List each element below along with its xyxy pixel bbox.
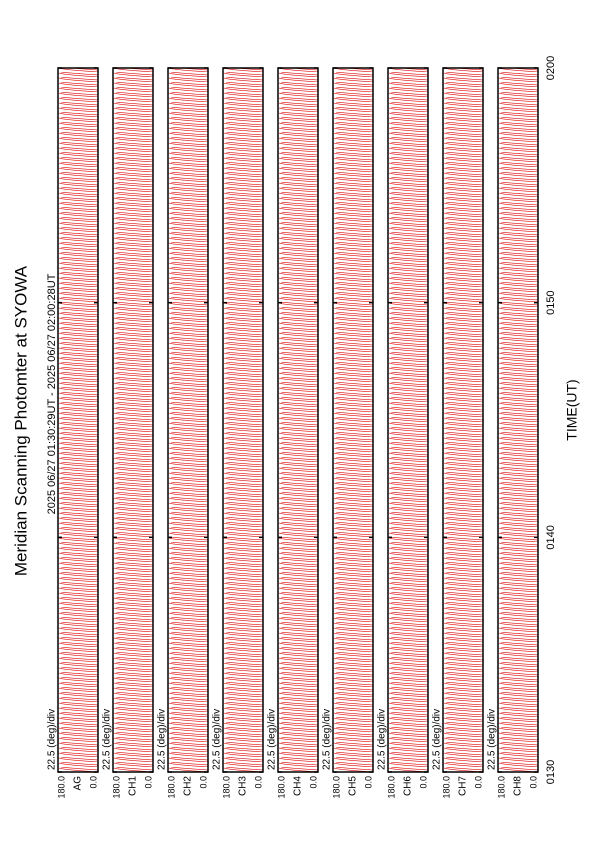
y-tick-label: 0.0: [198, 776, 208, 789]
panel-channel: CH7: [458, 776, 469, 796]
scan-traces: [333, 68, 373, 772]
panel-frame: [387, 67, 429, 773]
y-tick-label: 180.0: [111, 776, 121, 799]
panel-scale-label: 22.5 (deg)/div: [102, 709, 113, 770]
y-tick-label: 180.0: [56, 776, 66, 799]
y-tick-label: 180.0: [221, 776, 231, 799]
y-tick-label: 180.0: [276, 776, 286, 799]
panel-scale-label: 22.5 (deg)/div: [377, 709, 388, 770]
y-tick-label: 180.0: [331, 776, 341, 799]
panel-frame: [112, 67, 154, 773]
scan-traces: [168, 68, 208, 772]
panel-frame: [442, 67, 484, 773]
y-tick-label: 0.0: [253, 776, 263, 789]
panel-frame: [167, 67, 209, 773]
y-tick-label: 180.0: [441, 776, 451, 799]
panel-channel: CH3: [238, 776, 249, 796]
x-tick-label: 0140: [545, 525, 557, 549]
panel-frame: [222, 67, 264, 773]
scan-traces: [443, 68, 483, 772]
panel-channel: CH2: [183, 776, 194, 796]
y-tick-label: 180.0: [166, 776, 176, 799]
y-tick-label: 0.0: [528, 776, 538, 789]
panel-channel: CH8: [513, 776, 524, 796]
y-tick-label: 0.0: [143, 776, 153, 789]
chart-subtitle: 2025 06/27 01:30:29UT - 2025 06/27 02:00…: [46, 273, 58, 514]
rotated-plot: Meridian Scanning Photomter at SYOWA 202…: [11, 56, 579, 799]
y-tick-label: 0.0: [363, 776, 373, 789]
panel-scale-label: 22.5 (deg)/div: [487, 709, 498, 770]
y-tick-label: 0.0: [473, 776, 483, 789]
panel-scale-label: 22.5 (deg)/div: [322, 709, 333, 770]
panel-frame: [57, 67, 99, 773]
scan-traces: [223, 68, 263, 772]
panel-scale-label: 22.5 (deg)/div: [212, 709, 223, 770]
panel-frame: [332, 67, 374, 773]
panel-scale-label: 22.5 (deg)/div: [47, 709, 58, 770]
panel-frame: [497, 67, 539, 773]
y-tick-label: 180.0: [496, 776, 506, 799]
panel-channel: CH4: [293, 776, 304, 796]
panel-channel: CH6: [403, 776, 414, 796]
scan-traces: [498, 68, 538, 772]
scan-traces: [58, 68, 98, 772]
y-tick-label: 0.0: [88, 776, 98, 789]
panel-channel: AG: [73, 776, 84, 791]
x-tick-label: 0130: [545, 760, 557, 784]
scan-traces: [278, 68, 318, 772]
panel-scale-label: 22.5 (deg)/div: [267, 709, 278, 770]
panel-frame: [277, 67, 319, 773]
x-tick-label: 0150: [545, 290, 557, 314]
y-tick-label: 0.0: [418, 776, 428, 789]
panel-channel: CH1: [128, 776, 139, 796]
panel-scale-label: 22.5 (deg)/div: [157, 709, 168, 770]
scan-traces: [388, 68, 428, 772]
x-axis-label: TIME(UT): [564, 379, 580, 440]
y-tick-label: 180.0: [386, 776, 396, 799]
panel-channel: CH5: [348, 776, 359, 796]
chart-title: Meridian Scanning Photomter at SYOWA: [11, 265, 30, 576]
panel-scale-label: 22.5 (deg)/div: [432, 709, 443, 770]
scan-traces: [113, 68, 153, 772]
y-tick-label: 0.0: [308, 776, 318, 789]
x-tick-label: 0200: [545, 56, 557, 80]
